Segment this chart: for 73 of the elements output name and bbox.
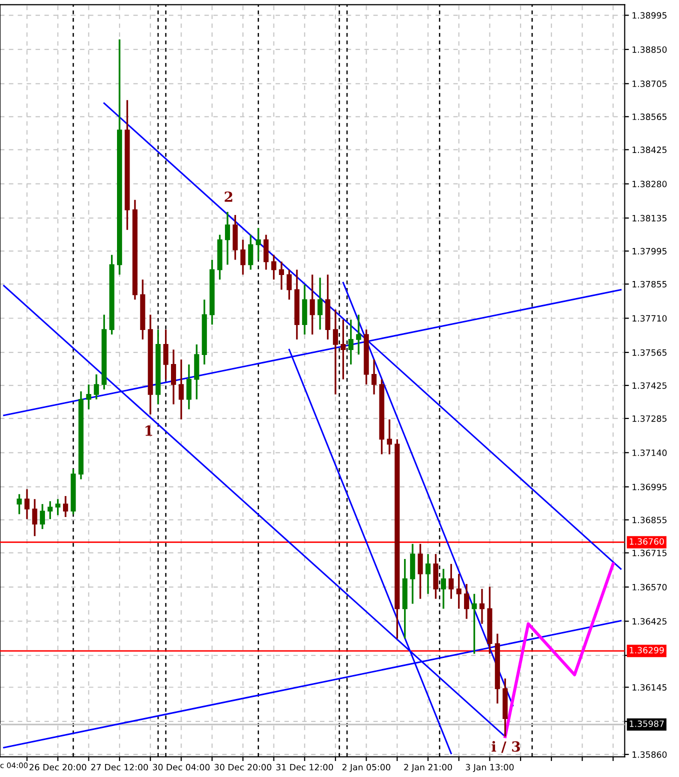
candlestick [340, 318, 346, 380]
y-tick-label: 1.36855 [632, 516, 666, 524]
y-tick-label: 1.37855 [632, 280, 666, 288]
y-tick-label: 1.37285 [632, 415, 666, 422]
candlestick [178, 358, 184, 420]
ref-line-label: 1.35987 [630, 720, 664, 727]
candlestick [240, 238, 246, 276]
candlestick [479, 588, 485, 625]
y-tick-label: 1.37995 [632, 248, 666, 254]
candlestick [55, 498, 60, 516]
y-tick-label: 1.36570 [632, 584, 667, 590]
candlestick [40, 503, 45, 530]
y-tick-label: 1.36995 [632, 484, 666, 490]
candlestick [371, 358, 377, 396]
y-tick-label: 1.35860 [632, 751, 667, 758]
y-tick-label: 1.38565 [632, 114, 666, 120]
candlestick [271, 254, 276, 280]
x-tick-label: 3 Jan 13:00 [466, 764, 514, 772]
x-tick-label: 30 Dec 20:00 [214, 764, 272, 770]
y-tick-label: 1.36145 [632, 684, 666, 691]
x-tick-label: 27 Dec 12:00 [91, 764, 148, 770]
candlestick [418, 543, 423, 600]
candlestick [86, 384, 92, 410]
x-tick-label: 31 Dec 12:00 [276, 764, 334, 770]
candlestick [456, 573, 462, 610]
candlestick [248, 234, 254, 271]
annotation: 2 [224, 191, 232, 202]
candlestick [94, 374, 99, 400]
candlestick [24, 488, 30, 520]
y-tick-label: 1.36425 [632, 618, 666, 625]
candlestick [163, 328, 168, 380]
candlestick [256, 227, 261, 261]
candlestick [348, 318, 354, 366]
y-tick-label: 1.37565 [632, 349, 666, 356]
candlestick [16, 493, 22, 516]
annotation: i / 3 [492, 741, 520, 753]
y-tick-label: 1.38850 [632, 46, 667, 53]
candlestick [310, 274, 315, 336]
y-tick-label: 1.38425 [632, 146, 666, 154]
x-tick-label: 26 Dec 20:00 [30, 764, 86, 770]
y-tick-label: 1.37140 [632, 450, 667, 456]
candlestick [286, 268, 292, 300]
candlestick [356, 314, 362, 356]
y-tick-label: 1.37710 [632, 315, 667, 322]
candlestick [332, 308, 338, 396]
candlestick [186, 364, 192, 410]
candlestick [264, 234, 269, 271]
candlestick [386, 418, 392, 456]
y-tick-label: 1.38705 [632, 80, 666, 88]
candlestick [48, 500, 53, 520]
candlestick [448, 563, 454, 600]
candlestick [278, 260, 284, 291]
candlestick [425, 553, 431, 595]
candlestick [32, 498, 38, 537]
ref-line-label: 1.36760 [630, 538, 664, 545]
line-series [504, 562, 615, 738]
y-tick-label: 1.38995 [632, 12, 666, 19]
ref-line-label: 1.36299 [630, 646, 664, 654]
candlestick [224, 211, 230, 266]
candlestick [440, 568, 446, 610]
y-tick-label: 1.36715 [632, 550, 666, 556]
candlestick [170, 348, 176, 406]
candlestick [464, 583, 470, 620]
candlestick [63, 495, 68, 518]
candlestick [472, 593, 477, 655]
y-tick-label: 1.38280 [632, 180, 667, 188]
y-tick-label: 1.37425 [632, 382, 666, 389]
x-tick-label: 2 Jan 05:00 [342, 764, 390, 772]
candlestick [318, 276, 323, 330]
annotation: 1 [146, 425, 152, 436]
y-tick-label: 1.38135 [632, 214, 666, 222]
x-tick-label: 30 Dec 04:00 [152, 764, 210, 770]
x-tick-label: 2 Jan 21:00 [404, 764, 452, 772]
